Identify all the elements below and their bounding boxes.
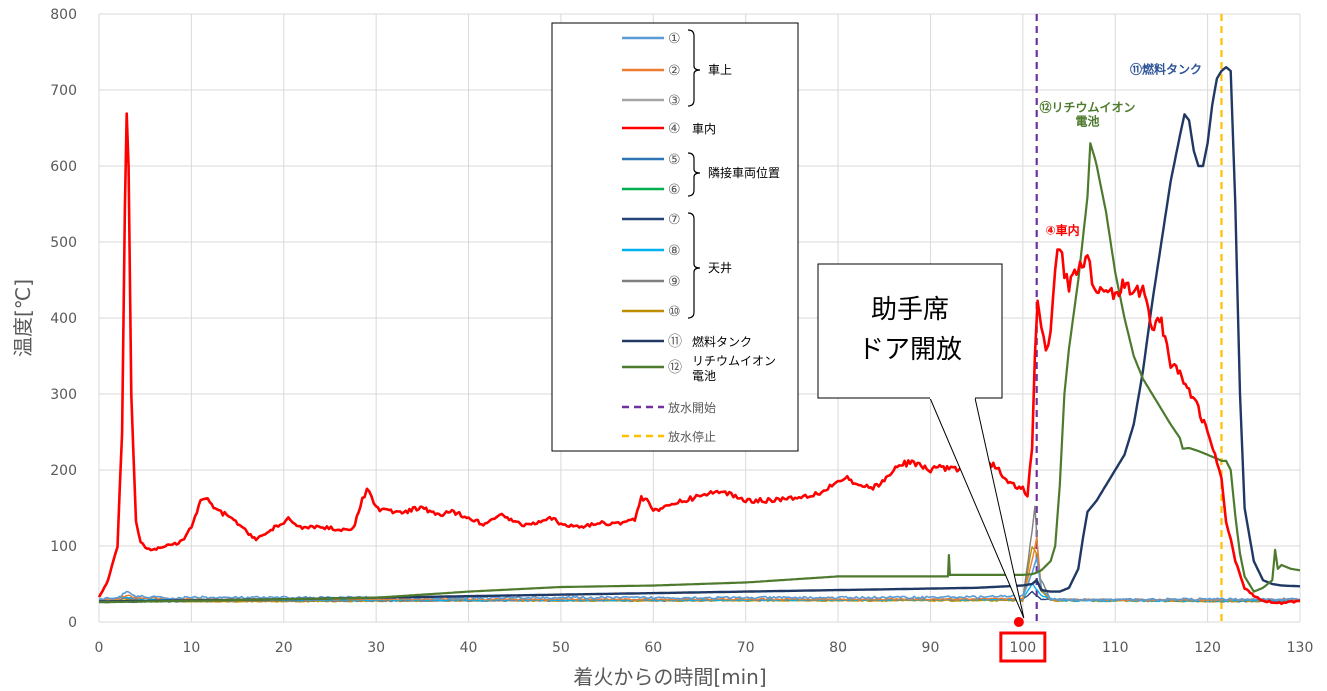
x-tick-label: 40	[460, 640, 478, 656]
x-tick-label: 90	[922, 640, 940, 656]
legend-bracket	[687, 152, 701, 197]
annotation-label: ④車内	[1045, 222, 1079, 237]
legend-mark: ⑫	[668, 360, 682, 376]
y-axis-label: 温度[℃]	[11, 279, 35, 357]
x-tick-label: 100	[1009, 640, 1036, 656]
annotation-label: ⑪燃料タンク	[1130, 61, 1202, 76]
x-tick-label: 10	[182, 640, 200, 656]
y-tick-label: 100	[50, 539, 77, 555]
x-tick-label: 50	[552, 640, 570, 656]
series-line-⑩	[98, 546, 1301, 604]
x-tick-label: 80	[829, 640, 847, 656]
legend-mark: ⑥	[668, 182, 681, 198]
legend-mark: ③	[668, 93, 681, 109]
series-line-④	[97, 112, 1301, 606]
callout-text: ドア開放	[858, 335, 962, 365]
y-tick-label: 200	[50, 463, 77, 479]
y-tick-label: 700	[50, 83, 77, 99]
y-tick-label: 800	[50, 7, 77, 23]
legend-label: 燃料タンク	[692, 334, 752, 349]
legend-mark: ⑨	[668, 274, 681, 290]
y-tick-label: 400	[50, 311, 77, 327]
x-axis-label: 着火からの時間[min]	[573, 665, 766, 689]
legend-label: 車内	[692, 122, 716, 136]
callout-point	[1013, 617, 1024, 627]
y-tick-label: 500	[50, 235, 77, 251]
legend-mark: ⑪	[668, 334, 682, 350]
series-lines	[97, 65, 1301, 606]
legend-label: 放水開始	[668, 400, 716, 415]
legend-label: 放水停止	[668, 429, 716, 444]
series-line-⑨	[98, 505, 1301, 603]
x-tick-label: 70	[737, 640, 755, 656]
annotation-label: 電池	[1076, 113, 1100, 128]
highlight-box	[999, 631, 1047, 663]
callout-box	[817, 263, 1025, 619]
legend-group-label: 天井	[708, 261, 732, 275]
x-tick-label: 20	[275, 640, 293, 656]
series-line-⑫	[99, 142, 1301, 604]
legend-label: 電池	[692, 369, 716, 383]
x-tick-label: 120	[1194, 640, 1221, 656]
x-tick-label: 60	[644, 640, 662, 656]
legend-mark: ④	[668, 121, 681, 137]
y-axis-ticks: 0 100 200 300 400 500 600 700 800	[50, 7, 77, 631]
series-line-①	[98, 557, 1301, 602]
y-tick-label: 300	[50, 387, 77, 403]
legend-bracket	[687, 212, 701, 319]
x-axis-ticks: 0 10 20 30 40 50 60 70 80 90 100 110 120 130	[95, 640, 1314, 656]
legend-group-label: 車上	[708, 63, 732, 77]
legend-mark: ⑧	[668, 243, 681, 259]
legend-mark: ①	[668, 31, 681, 47]
legend-mark: ②	[668, 63, 681, 79]
callout-text: 助手席	[871, 295, 949, 325]
x-tick-label: 110	[1102, 640, 1129, 656]
x-tick-label: 130	[1287, 640, 1314, 656]
legend-label: リチウムイオン	[692, 354, 776, 368]
legend-mark: ⑤	[668, 152, 681, 168]
legend-mark: ⑩	[668, 304, 681, 320]
annotation-label: ⑫リチウムイオン	[1040, 99, 1136, 114]
y-tick-label: 600	[50, 159, 77, 175]
legend-bracket	[687, 29, 701, 107]
legend-mark: ⑦	[668, 212, 681, 228]
x-tick-label: 30	[367, 640, 385, 656]
legend-group-label: 隣接車両位置	[708, 165, 780, 180]
legend-box	[551, 22, 799, 452]
y-tick-label: 0	[68, 615, 77, 631]
x-tick-label: 0	[95, 640, 104, 656]
